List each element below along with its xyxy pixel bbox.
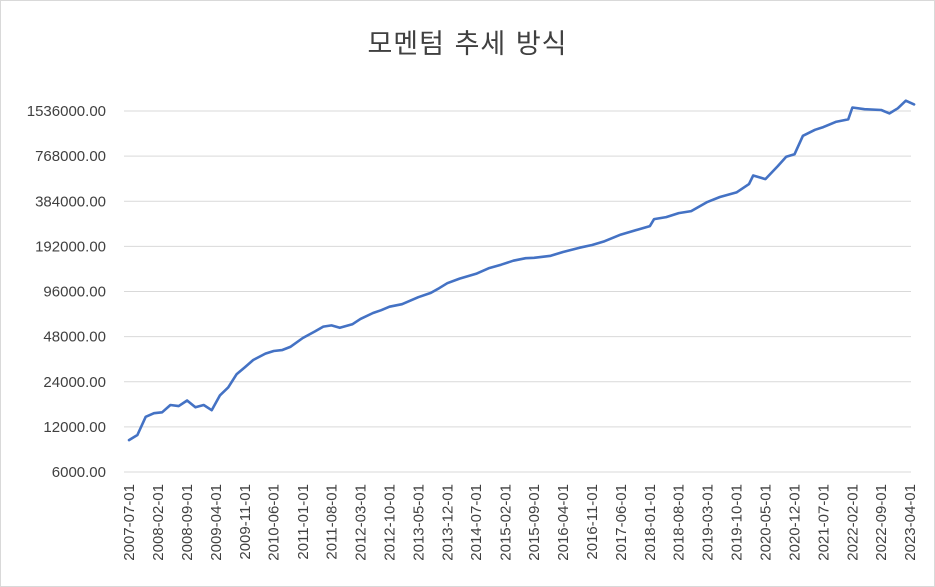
x-tick-label: 2022-02-01: [844, 484, 861, 561]
x-tick-label: 2018-01-01: [642, 484, 659, 561]
x-tick-label: 2019-03-01: [699, 484, 716, 561]
x-tick-label: 2013-05-01: [410, 484, 427, 561]
y-tick-label: 96000.00: [43, 284, 106, 301]
y-tick-label: 48000.00: [43, 329, 106, 346]
y-tick-label: 24000.00: [43, 374, 106, 391]
y-tick-label: 384000.00: [35, 193, 106, 210]
x-tick-label: 2012-10-01: [382, 484, 399, 561]
x-tick-label: 2011-08-01: [324, 484, 341, 560]
x-tick-label: 2009-11-01: [237, 484, 254, 560]
x-tick-label: 2010-06-01: [266, 484, 283, 561]
x-tick-label: 2017-06-01: [613, 484, 630, 561]
x-tick-label: 2009-04-01: [208, 484, 225, 561]
x-tick-label: 2011-01-01: [295, 484, 312, 560]
x-tick-label: 2016-04-01: [555, 484, 572, 561]
x-tick-label: 2019-10-01: [729, 484, 746, 561]
x-tick-label: 2020-05-01: [757, 484, 774, 561]
y-tick-label: 192000.00: [35, 238, 106, 255]
y-tick-label: 1536000.00: [27, 103, 106, 120]
x-tick-label: 2015-02-01: [497, 484, 514, 561]
x-tick-label: 2022-09-01: [873, 484, 890, 561]
y-tick-label: 6000.00: [52, 464, 106, 481]
y-tick-label: 12000.00: [43, 419, 106, 436]
x-tick-label: 2013-12-01: [439, 484, 456, 561]
x-tick-label: 2020-12-01: [786, 484, 803, 561]
x-tick-label: 2007-07-01: [121, 484, 138, 561]
x-tick-label: 2015-09-01: [526, 484, 543, 561]
x-tick-label: 2008-09-01: [179, 484, 196, 561]
chart-title: 모멘텀 추세 방식: [367, 29, 568, 60]
x-tick-label: 2018-08-01: [671, 484, 688, 561]
x-tick-label: 2014-07-01: [468, 484, 485, 561]
x-tick-label: 2012-03-01: [352, 484, 369, 561]
y-tick-label: 768000.00: [35, 148, 106, 165]
x-tick-label: 2021-07-01: [815, 484, 832, 561]
x-tick-label: 2023-04-01: [902, 484, 919, 561]
x-tick-label: 2016-11-01: [584, 484, 601, 560]
x-tick-label: 2008-02-01: [150, 484, 167, 561]
series-line: [127, 99, 916, 442]
